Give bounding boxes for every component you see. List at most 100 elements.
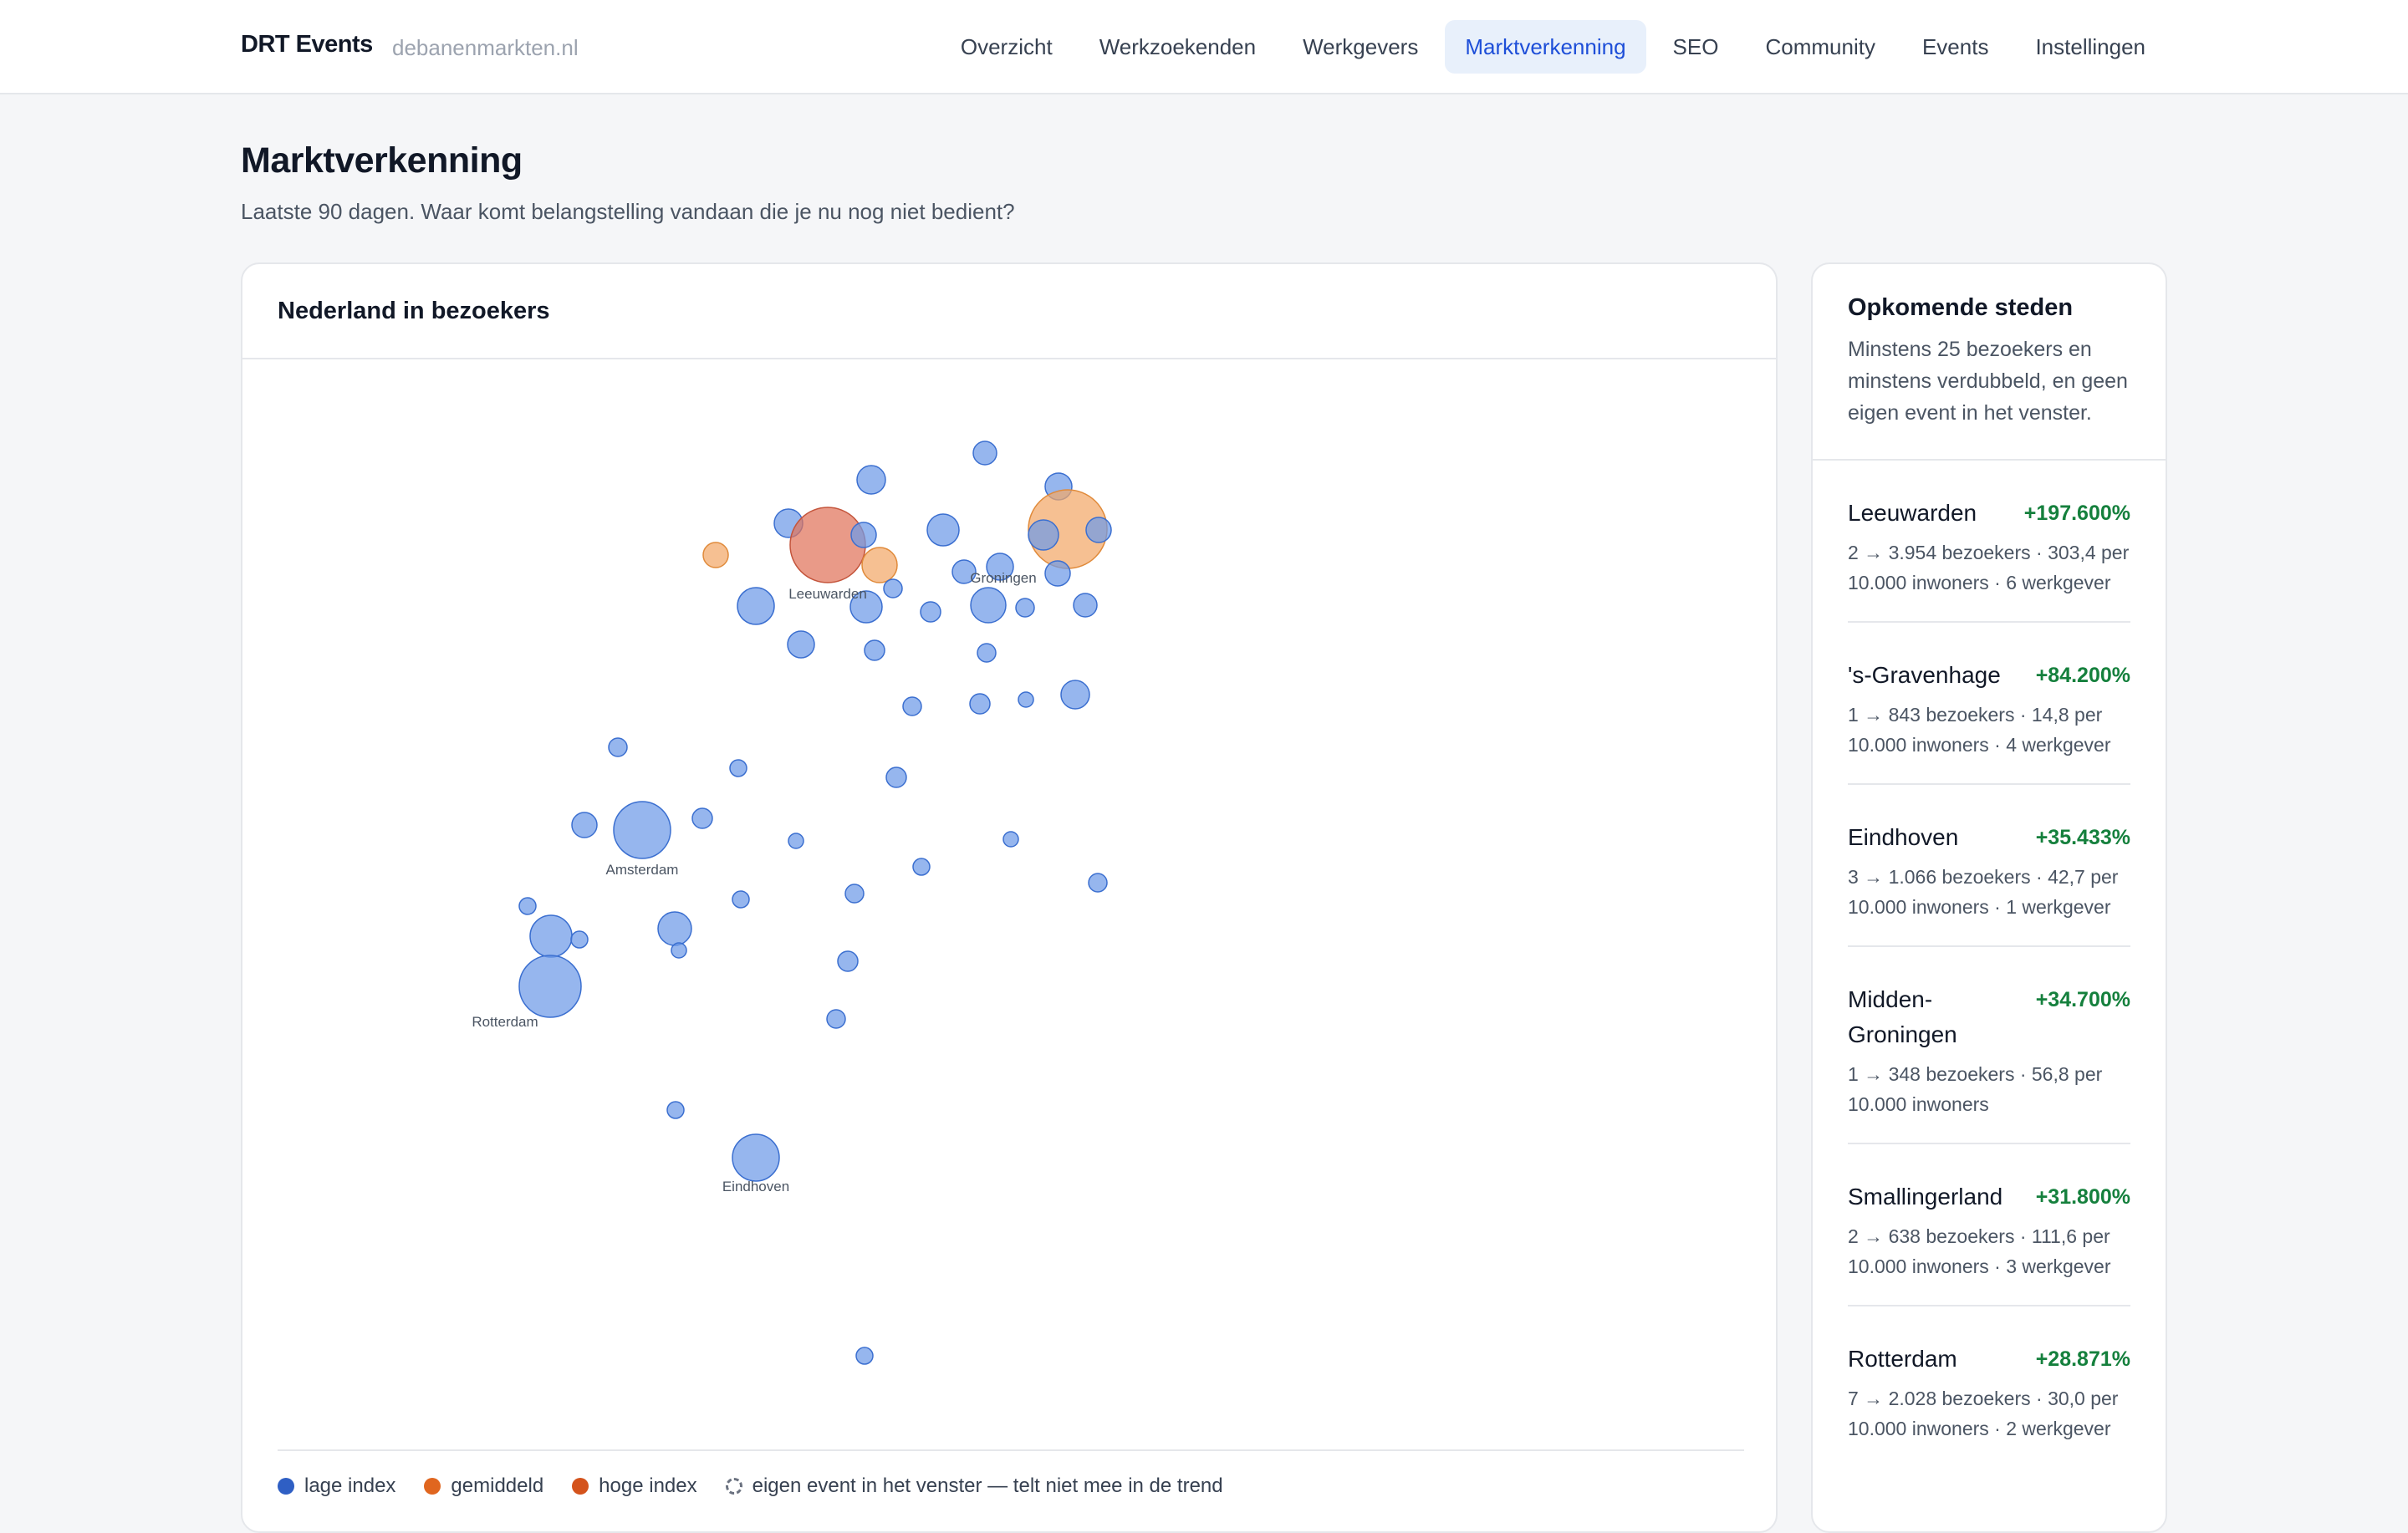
map-bubble[interactable] [657,911,692,946]
legend-label-low: lage index [304,1474,396,1497]
map-bubble[interactable] [826,1009,846,1029]
map-bubble[interactable] [691,807,713,829]
map-bubble[interactable] [837,950,859,972]
city-change: +34.700% [2035,988,2130,1011]
map-bubble[interactable] [970,587,1007,624]
city-name: 's-Gravenhage [1848,662,2001,688]
map-bubble[interactable] [571,812,598,838]
map-bubble[interactable] [912,858,931,876]
map-bubble[interactable] [732,1133,780,1182]
map-bubble[interactable] [737,587,775,625]
nav-item-overzicht[interactable]: Overzicht [960,33,1053,59]
main-nav: Overzicht Werkzoekenden Werkgevers Markt… [941,20,2166,74]
map-bubble[interactable] [861,547,898,583]
map-bubble[interactable] [787,630,815,659]
city-name: Smallingerland [1848,1184,2003,1210]
city-meta: 3 → 1.066 bezoekers · 42,7 per 10.000 in… [1848,866,2119,918]
map-bubble[interactable] [518,955,582,1018]
legend-swatch-mid [424,1478,441,1495]
map-bubble[interactable] [920,601,941,623]
city-change: +35.433% [2035,826,2130,849]
city-item[interactable]: Smallingerland +31.800% 2 → 638 bezoekers… [1848,1144,2130,1306]
top-bar: DRT Events debanenmarkten.nl Overzicht W… [0,0,2408,94]
map-bubble[interactable] [608,737,628,757]
emerging-cities-header: Opkomende steden Minstens 25 bezoekers e… [1813,264,2166,461]
map-bubble[interactable] [729,759,747,777]
map-bubble[interactable] [850,522,877,548]
legend-item-own-event: eigen event in het venster — telt niet m… [725,1474,1223,1498]
city-list: Leeuwarden +197.600% 2 → 3.954 bezoekers … [1813,461,2166,1467]
nav-item-werkgevers[interactable]: Werkgevers [1303,33,1419,59]
map-bubble[interactable] [570,930,589,949]
map-bubble[interactable] [789,507,866,583]
city-meta: 2 → 638 bezoekers · 111,6 per 10.000 inw… [1848,1225,2111,1277]
map-bubble[interactable] [671,942,687,959]
city-change: +197.600% [2023,502,2130,525]
map-legend: lage index gemiddeld hoge index eigen ev… [278,1474,1223,1498]
map-bubble[interactable] [1060,680,1090,710]
nav-item-events[interactable]: Events [1921,33,1989,59]
map-bubble[interactable] [1028,519,1059,551]
map-bubble[interactable] [849,590,883,624]
map-bubble[interactable] [529,914,573,958]
map-bubble[interactable] [926,513,960,547]
city-item[interactable]: Eindhoven +35.433% 3 → 1.066 bezoekers · … [1848,785,2130,947]
map-bubble[interactable] [844,884,865,904]
map-bubble[interactable] [1018,691,1034,708]
map-bubble[interactable] [1073,593,1098,618]
map-bubble[interactable] [972,441,997,466]
map-bubble[interactable] [788,833,804,849]
legend-swatch-low [278,1478,294,1495]
bubble-map[interactable]: Leeuwarden Groningen Amsterdam Rotterdam Ein… [242,264,1778,1434]
emerging-cities-card: Opkomende steden Minstens 25 bezoekers e… [1811,262,2167,1533]
nav-item-instellingen[interactable]: Instellingen [2035,33,2145,59]
map-bubble[interactable] [732,890,750,909]
map-bubble[interactable] [951,559,977,584]
city-item[interactable]: Rotterdam +28.871% 7 → 2.028 bezoekers · … [1848,1306,2130,1467]
city-meta: 7 → 2.028 bezoekers · 30,0 per 10.000 in… [1848,1388,2119,1439]
map-card-header: Nederland in bezoekers [242,264,1776,359]
city-name: Midden-Groningen [1848,986,1957,1047]
legend-divider [278,1449,1744,1451]
map-bubble[interactable] [1015,598,1035,618]
legend-label-own-event: eigen event in het venster — telt niet m… [752,1474,1223,1497]
map-bubble[interactable] [1088,873,1108,893]
city-meta: 2 → 3.954 bezoekers · 303,4 per 10.000 i… [1848,542,2130,593]
map-bubble[interactable] [885,766,907,788]
city-item[interactable]: Midden-Groningen +34.700% 1 → 348 bezoeke… [1848,947,2130,1144]
site-domain: debanenmarkten.nl [392,35,579,60]
nav-item-marktverkenning[interactable]: Marktverkenning [1445,20,1646,74]
map-bubble[interactable] [977,643,997,663]
map-bubble[interactable] [1085,517,1112,543]
map-bubble[interactable] [864,639,885,661]
city-item[interactable]: Leeuwarden +197.600% 2 → 3.954 bezoekers … [1848,461,2130,623]
nav-item-community[interactable]: Community [1765,33,1875,59]
map-bubble[interactable] [518,897,537,915]
map-bubble[interactable] [666,1101,685,1119]
legend-label-mid: gemiddeld [451,1474,544,1497]
emerging-cities-title: Opkomende steden [1848,294,2074,321]
map-bubble[interactable] [1044,560,1071,587]
legend-item-low: lage index [278,1474,395,1498]
brand-title[interactable]: DRT Events [241,31,373,58]
map-city-label: Eindhoven [722,1179,789,1194]
city-meta: 1 → 348 bezoekers · 56,8 per 10.000 inwo… [1848,1063,2103,1115]
nav-item-werkzoekenden[interactable]: Werkzoekenden [1099,33,1257,59]
legend-swatch-high [572,1478,589,1495]
page-title: Marktverkenning [241,140,523,181]
legend-item-high: hoge index [572,1474,697,1498]
page-subtitle: Laatste 90 dagen. Waar komt belangstelli… [241,199,1015,224]
map-bubble[interactable] [1002,831,1019,848]
city-name: Rotterdam [1848,1346,1957,1372]
city-item[interactable]: 's-Gravenhage +84.200% 1 → 843 bezoekers … [1848,623,2130,785]
map-card: Nederland in bezoekers Leeuwarden Groning… [241,262,1778,1533]
map-bubble[interactable] [986,553,1014,581]
map-bubble[interactable] [856,465,886,495]
nav-item-seo[interactable]: SEO [1672,33,1719,59]
map-bubble[interactable] [883,578,903,598]
map-bubble[interactable] [855,1347,874,1365]
map-bubble[interactable] [613,801,671,859]
map-bubble[interactable] [902,696,922,716]
map-bubble[interactable] [969,693,991,715]
map-bubble[interactable] [702,542,729,568]
